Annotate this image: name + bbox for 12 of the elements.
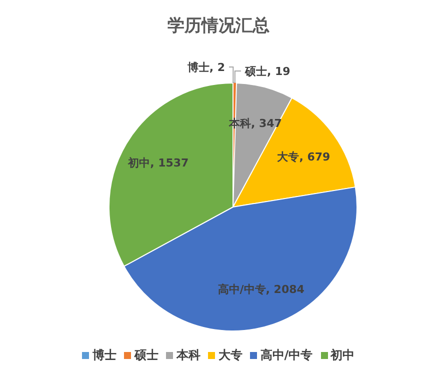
data-label: 高中/中专, 2084	[218, 283, 305, 296]
data-label: 硕士, 19	[244, 65, 290, 78]
legend-label: 本科	[176, 347, 200, 364]
legend-label: 硕士	[134, 347, 158, 364]
data-label: 大专, 679	[277, 150, 330, 164]
data-label: 初中, 1537	[127, 156, 189, 170]
legend-label: 高中/中专	[260, 347, 313, 364]
legend-label: 大专	[218, 347, 242, 364]
legend-label: 初中	[330, 347, 355, 364]
chart-title: 学历情况汇总	[166, 15, 270, 38]
data-label: 博士, 2	[186, 61, 225, 74]
legend-label: 博士	[92, 347, 116, 364]
